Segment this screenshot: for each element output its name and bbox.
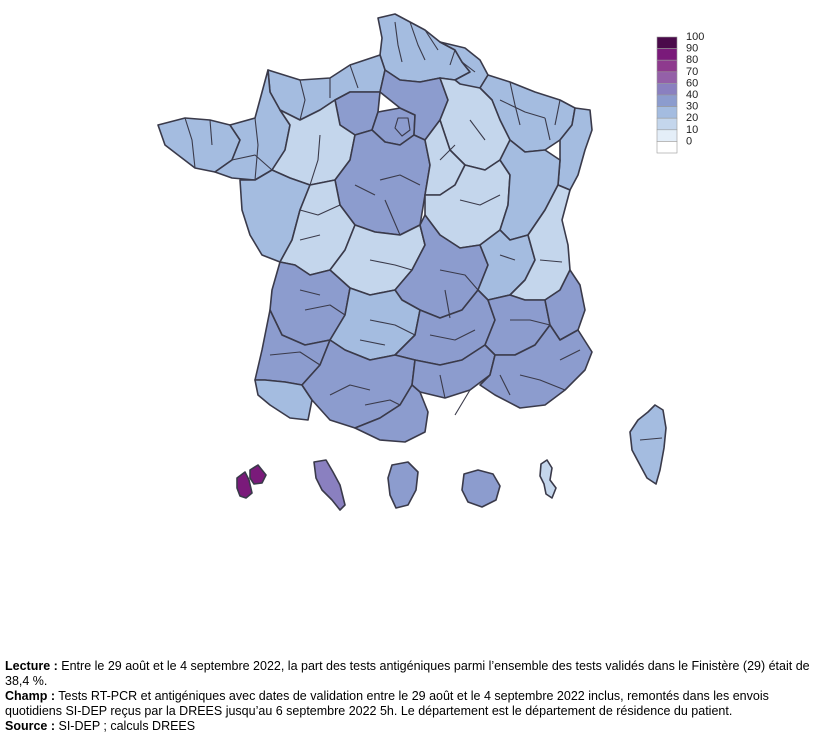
department-pyrenees-atlantiques: [254, 379, 313, 421]
border-line: [299, 234, 321, 241]
border-line: [469, 119, 486, 141]
border-line: [459, 194, 501, 206]
border-line: [439, 144, 456, 161]
border-line: [639, 437, 663, 441]
border-line: [439, 269, 479, 291]
legend-label: 20: [686, 112, 698, 124]
department-la-reunion: [461, 469, 501, 508]
border-line: [254, 117, 259, 181]
border-line: [354, 184, 376, 196]
metropolitan-france: [157, 13, 667, 485]
source-text: SI-DEP ; calculs DREES: [55, 719, 196, 733]
legend-label: 10: [686, 124, 698, 136]
border-line: [461, 61, 476, 73]
border-line: [449, 49, 456, 66]
border-line: [519, 374, 566, 391]
department-borders: [184, 21, 663, 441]
legend-label: 80: [686, 54, 698, 66]
department-guadeloupe: [236, 464, 267, 499]
border-line: [454, 389, 471, 416]
border-line: [509, 81, 521, 126]
border-line: [499, 374, 511, 396]
legend-swatch: [656, 48, 678, 61]
legend-label: 30: [686, 101, 698, 113]
border-line: [309, 134, 321, 186]
source-label: Source :: [5, 719, 56, 733]
border-line: [384, 199, 401, 236]
department-provence: [479, 324, 593, 409]
footnotes: Lecture : Entre le 29 août et le 4 septe…: [5, 659, 821, 734]
department-martinique: [313, 459, 346, 511]
border-line: [329, 384, 371, 396]
border-line: [394, 21, 403, 63]
department-corse: [629, 404, 667, 485]
border-line: [510, 319, 551, 326]
legend-label: 60: [686, 77, 698, 89]
legend-swatch: [656, 129, 678, 142]
border-line: [369, 319, 416, 336]
champ-note: Champ : Tests RT-PCR et antigéniques ave…: [5, 689, 821, 719]
border-line: [299, 289, 321, 296]
border-line: [499, 254, 516, 261]
legend-swatch: [656, 117, 678, 131]
border-line: [299, 204, 341, 216]
border-line: [544, 117, 551, 141]
border-line: [429, 329, 476, 341]
border-line: [231, 154, 273, 171]
legend-swatch: [656, 83, 678, 96]
border-line: [409, 21, 426, 61]
champ-text: Tests RT-PCR et antigéniques avec dates …: [5, 689, 769, 718]
legend-swatch: [656, 94, 678, 107]
border-line: [269, 351, 321, 366]
border-line: [424, 29, 439, 51]
border-line: [359, 339, 386, 346]
lecture-text: Entre le 29 août et le 4 septembre 2022,…: [5, 659, 810, 688]
border-line: [209, 119, 213, 146]
champ-label: Champ :: [5, 689, 55, 703]
border-line: [554, 99, 561, 126]
lecture-note: Lecture : Entre le 29 août et le 4 septe…: [5, 659, 821, 689]
border-line: [379, 174, 421, 186]
source-note: Source : SI-DEP ; calculs DREES: [5, 719, 821, 734]
department-mayotte: [539, 459, 557, 499]
department-pyrenees-orientales: [354, 384, 429, 443]
border-line: [364, 399, 401, 406]
legend-swatch: [656, 141, 678, 154]
border-line: [539, 259, 563, 263]
border-line: [444, 289, 451, 319]
border-line: [369, 259, 413, 271]
border-line: [559, 349, 581, 361]
legend-label: 90: [686, 43, 698, 55]
legend-label: 70: [686, 66, 698, 78]
legend-label: 100: [686, 31, 704, 43]
legend-swatch: [656, 36, 678, 49]
legend-swatch: [656, 59, 678, 73]
legend-label: 40: [686, 89, 698, 101]
overseas-departments: [236, 459, 557, 511]
border-line: [299, 79, 306, 121]
lecture-label: Lecture :: [5, 659, 58, 673]
border-line: [349, 64, 359, 89]
border-line: [184, 117, 196, 169]
legend-swatch: [656, 71, 678, 84]
legend-label: 0: [686, 135, 692, 147]
legend-swatch: [656, 106, 678, 119]
border-line: [304, 304, 346, 316]
border-line: [499, 99, 546, 119]
border-line: [439, 374, 446, 399]
paris-inner-ring: [394, 117, 411, 137]
department-guyane: [387, 461, 419, 509]
